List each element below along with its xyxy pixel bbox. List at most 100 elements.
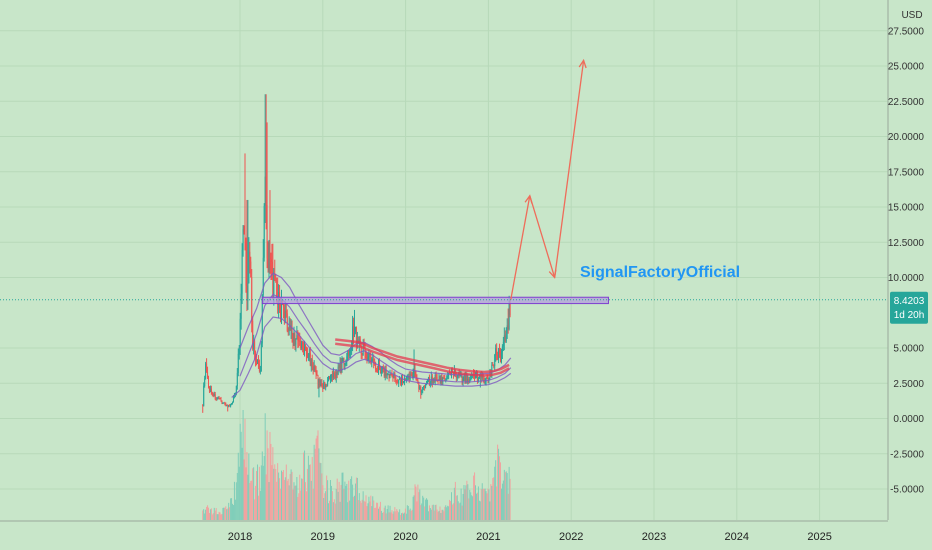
volume-bar	[417, 484, 419, 520]
candle-body	[240, 293, 242, 319]
candle-body	[405, 377, 407, 380]
volume-bar	[217, 514, 219, 520]
volume-bar	[392, 513, 394, 520]
candle-body	[346, 356, 348, 362]
x-tick-label: 2021	[476, 531, 500, 543]
volume-bar	[341, 472, 343, 520]
candle-body	[466, 374, 468, 382]
volume-bar	[248, 453, 250, 520]
candle-body	[464, 376, 466, 381]
volume-bar	[336, 478, 338, 520]
volume-bar	[243, 459, 245, 520]
volume-bar	[258, 466, 260, 520]
candle-body	[318, 380, 320, 385]
candle-body	[303, 349, 305, 353]
volume-bar	[310, 480, 312, 520]
candle-body	[428, 377, 430, 384]
volume-bar	[375, 507, 377, 520]
candle-body	[456, 376, 458, 378]
volume-bar	[418, 492, 420, 520]
candle-body	[344, 364, 346, 365]
volume-bar	[482, 488, 484, 520]
candle-body	[412, 373, 414, 378]
volume-bar	[221, 513, 223, 520]
volume-bar	[390, 512, 392, 520]
resistance-zone[interactable]	[261, 296, 609, 305]
volume-bar	[389, 505, 391, 520]
volume-bar	[244, 418, 246, 520]
candle-body	[285, 310, 287, 314]
volume-bar	[504, 472, 506, 520]
candle-body	[364, 347, 366, 358]
volume-bar	[451, 492, 453, 520]
candle-body	[272, 275, 274, 295]
candle-body	[415, 373, 417, 379]
volume-bar	[208, 512, 210, 520]
volume-bar	[440, 513, 442, 520]
volume-bar	[304, 450, 306, 520]
volume-bar	[474, 472, 476, 520]
volume-bar	[484, 488, 486, 520]
volume-bar	[273, 468, 275, 520]
candle-body	[509, 303, 511, 316]
volume-bar	[288, 485, 290, 520]
volume-bar	[422, 495, 424, 520]
volume-bar	[272, 447, 274, 520]
candle-body	[239, 318, 241, 348]
volume-bar	[263, 455, 265, 520]
volume-bar	[238, 466, 240, 520]
volume-bar	[286, 480, 288, 520]
volume-bar	[253, 467, 255, 520]
volume-bar	[345, 485, 347, 520]
candle-body	[260, 343, 262, 371]
candle-body	[379, 368, 381, 374]
volume-bar	[357, 500, 359, 520]
candle-body	[325, 385, 327, 388]
volume-bar	[460, 488, 462, 520]
volume-bar	[309, 464, 311, 520]
volume-bar	[368, 496, 370, 520]
candle-body	[276, 280, 278, 298]
candle-body	[224, 402, 226, 404]
volume-bar	[214, 510, 216, 520]
volume-bar	[470, 492, 472, 520]
volume-bar	[306, 468, 308, 520]
candle-body	[486, 378, 488, 379]
volume-bar	[378, 508, 380, 520]
volume-bar	[313, 444, 315, 520]
volume-bar	[305, 491, 307, 520]
volume-bar	[391, 510, 393, 520]
volume-bar	[331, 491, 333, 520]
volume-bar	[393, 511, 395, 520]
volume-bar	[509, 478, 511, 520]
candle-body	[328, 377, 330, 382]
candle-body	[361, 353, 363, 356]
candle-body	[354, 327, 356, 332]
candle-body	[236, 372, 238, 387]
volume-bar	[379, 501, 381, 520]
candle-body	[399, 378, 401, 380]
candle-body	[341, 361, 343, 372]
candle-body	[308, 353, 310, 357]
volume-bar	[452, 503, 454, 520]
y-tick-label: 22.5000	[888, 97, 925, 108]
volume-bar	[274, 464, 276, 520]
candle-body	[419, 387, 421, 389]
volume-bar	[431, 505, 433, 520]
volume-bar	[462, 493, 464, 520]
volume-bar	[324, 493, 326, 520]
volume-bar	[426, 498, 428, 520]
candle-body	[462, 378, 464, 383]
volume-bar	[388, 512, 390, 520]
candle-body	[477, 378, 479, 382]
volume-bar	[317, 430, 319, 520]
moving-average-line-red	[335, 338, 510, 374]
candle-body	[329, 377, 331, 379]
moving-average-line	[231, 316, 512, 398]
candle-body	[402, 377, 404, 383]
candle-body	[349, 350, 351, 356]
volume-bar	[298, 493, 300, 520]
volume-bar	[202, 510, 204, 520]
volume-bar	[507, 493, 509, 520]
